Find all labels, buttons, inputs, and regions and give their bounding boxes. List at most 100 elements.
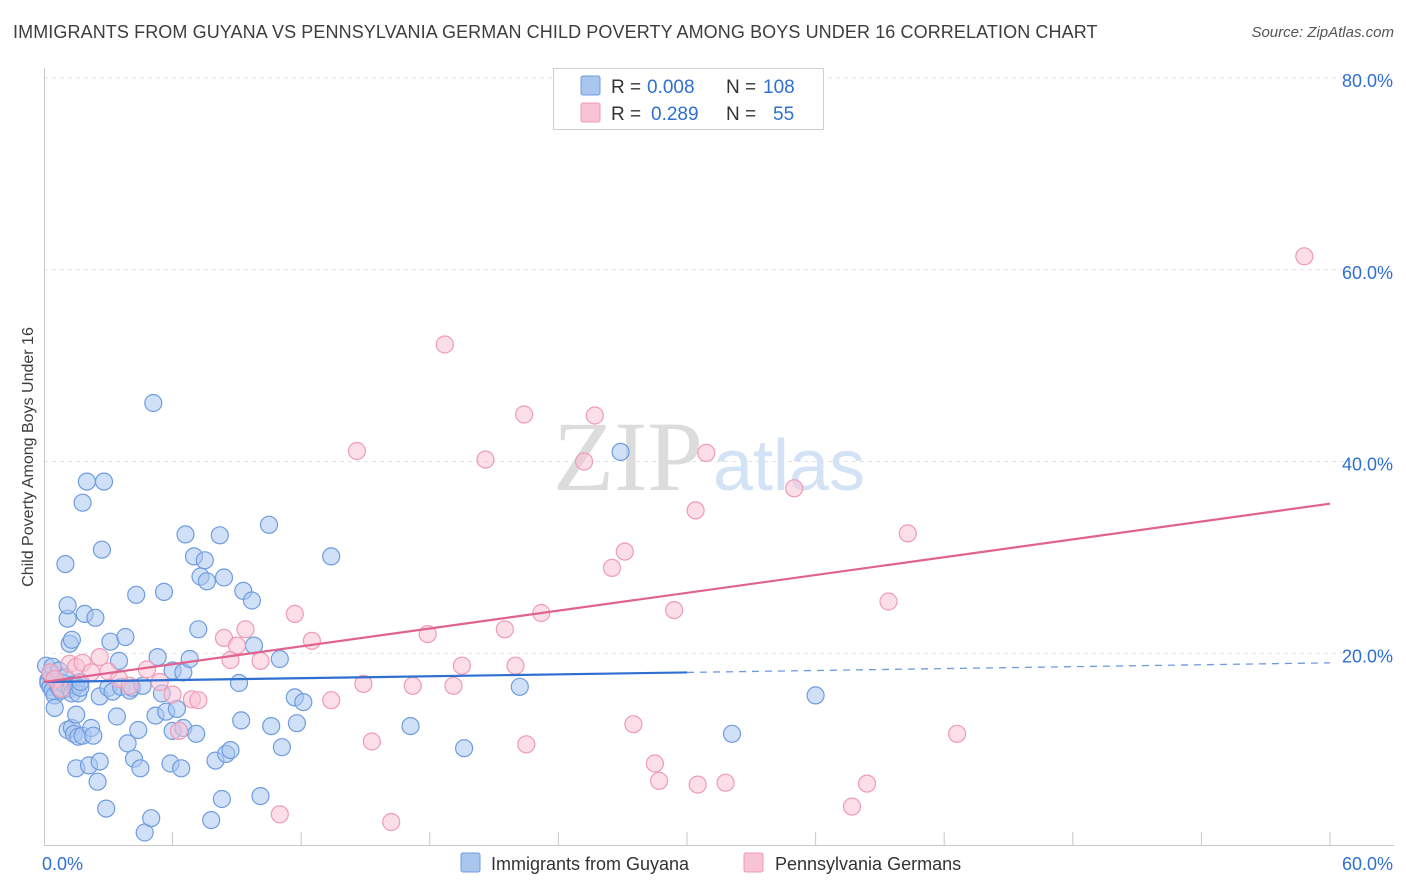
penn-german-point-37	[506, 656, 525, 675]
x-tick-label-0: 0.0%	[42, 854, 83, 874]
guyana-trendline-extension	[686, 662, 1331, 674]
penn-german-point-51	[697, 443, 716, 462]
penn-german-point-48	[664, 600, 684, 620]
penn-german-point-19	[227, 636, 246, 655]
guyana-point-58	[127, 585, 146, 604]
penn-german-point-49	[686, 501, 705, 520]
guyana-point-63	[142, 809, 161, 828]
penn-german-point-50	[688, 775, 707, 794]
guyana-point-81	[189, 620, 208, 639]
guyana-point-64	[144, 393, 163, 413]
penn-german-point-46	[645, 754, 665, 773]
penn-german-point-28	[362, 732, 381, 751]
guyana-point-50	[107, 707, 127, 726]
guyana-point-59	[129, 720, 148, 740]
stats-swatch-guyana	[580, 75, 601, 96]
penn-german-point-27	[354, 674, 373, 694]
penn-german-point-52	[716, 773, 735, 792]
penn-german-point-45	[624, 715, 643, 734]
stats-r-label-penn-german: R =	[611, 104, 641, 125]
guyana-point-91	[221, 740, 240, 760]
guyana-point-83	[195, 551, 214, 570]
stats-r-label-guyana: R =	[611, 77, 641, 98]
penn-german-point-20	[236, 620, 255, 639]
penn-german-point-35	[476, 450, 495, 469]
penn-german-trendline	[43, 502, 1331, 684]
penn-german-point-56	[879, 592, 898, 611]
y-tick-label-80: 80.0%	[1342, 71, 1393, 91]
guyana-point-53	[116, 627, 135, 647]
guyana-point-101	[272, 738, 291, 757]
penn-german-point-54	[842, 797, 862, 816]
penn-german-point-58	[947, 724, 967, 743]
gridlines	[44, 77, 1394, 654]
guyana-point-109	[611, 442, 630, 461]
penn-german-point-6	[82, 663, 101, 682]
guyana-point-15	[56, 554, 75, 574]
x-minor-ticks	[172, 832, 1331, 845]
guyana-point-17	[58, 596, 77, 615]
guyana-point-84	[197, 572, 216, 591]
guyana-point-80	[187, 724, 206, 743]
chart-source: Source: ZipAtlas.com	[1251, 24, 1394, 41]
guyana-point-40	[86, 608, 105, 627]
legend-swatch-guyana	[460, 852, 481, 873]
guyana-point-77	[176, 525, 195, 544]
guyana-point-46	[97, 799, 116, 818]
guyana-point-108	[510, 677, 529, 696]
guyana-point-87	[210, 526, 229, 545]
penn-german-point-14	[169, 721, 189, 741]
penn-german-point-30	[403, 676, 422, 695]
penn-german-point-36	[495, 620, 514, 639]
guyana-point-43	[90, 752, 109, 771]
penn-german-point-16	[189, 691, 208, 710]
guyana-point-107	[455, 739, 474, 758]
guyana-point-99	[262, 716, 281, 736]
bottom-legend: Immigrants from Guyana Pennsylvania Germ…	[460, 852, 961, 874]
penn-german-point-34	[452, 656, 471, 675]
guyana-point-34	[73, 493, 92, 512]
guyana-point-8	[45, 698, 64, 718]
guyana-point-39	[84, 726, 103, 745]
stats-n-value-guyana: 108	[763, 77, 795, 98]
trendlines	[43, 502, 1331, 684]
guyana-point-74	[172, 759, 191, 778]
penn-german-point-44	[615, 542, 634, 561]
guyana-point-103	[287, 714, 306, 733]
guyana-point-97	[251, 786, 270, 806]
penn-german-point-22	[270, 805, 289, 824]
stats-legend: R = 0.008 N = 108 R = 0.289 N = 55	[553, 68, 824, 130]
penn-german-point-42	[585, 406, 604, 425]
penn-german-point-43	[602, 558, 622, 578]
guyana-point-26	[67, 705, 86, 724]
penn-german-point-59	[1295, 247, 1314, 266]
guyana-points	[36, 393, 825, 842]
stats-n-label-guyana: N =	[726, 77, 756, 98]
x-tick-labels: 0.0% 60.0%	[42, 854, 1393, 874]
guyana-point-85	[202, 810, 221, 830]
penn-german-point-41	[574, 452, 594, 471]
guyana-point-54	[118, 734, 137, 753]
penn-german-point-25	[322, 691, 341, 710]
penn-german-point-12	[150, 672, 169, 692]
legend-label-penn-german: Pennsylvania Germans	[775, 854, 961, 874]
guyana-point-104	[294, 692, 313, 712]
guyana-point-48	[101, 632, 120, 651]
guyana-point-98	[259, 515, 279, 534]
guyana-point-100	[270, 649, 289, 669]
penn-german-points	[41, 247, 1314, 832]
penn-german-point-23	[285, 604, 304, 624]
stats-r-value-guyana: 0.008	[647, 77, 695, 98]
penn-german-point-7	[90, 647, 109, 667]
guyana-point-93	[232, 711, 251, 730]
penn-german-point-21	[251, 651, 270, 671]
penn-german-point-55	[857, 774, 877, 793]
penn-german-point-13	[163, 685, 182, 704]
guyana-point-41	[88, 772, 107, 791]
guyana-point-23	[62, 630, 82, 649]
guyana-point-45	[94, 472, 114, 491]
penn-german-point-33	[444, 676, 463, 695]
y-tick-label-40: 40.0%	[1342, 455, 1393, 475]
y-tick-labels: 20.0% 40.0% 60.0% 80.0%	[1342, 71, 1393, 666]
